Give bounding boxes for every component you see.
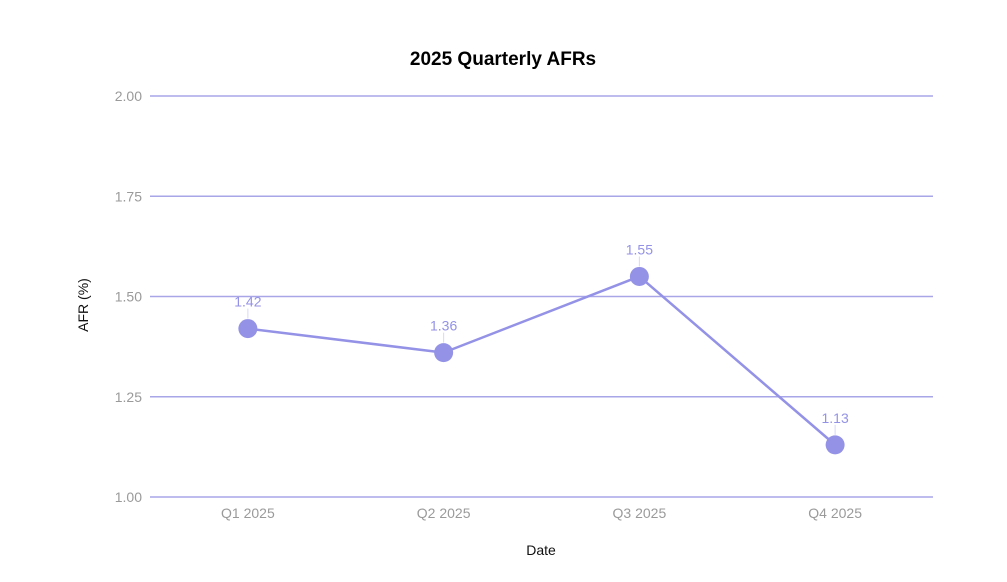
x-tick-label: Q3 2025 — [613, 505, 667, 521]
data-point — [434, 343, 454, 363]
y-tick-label: 1.00 — [115, 489, 142, 505]
gridlines — [150, 95, 933, 498]
data-label: 1.36 — [430, 318, 457, 334]
y-tick-label: 1.50 — [115, 289, 142, 305]
y-tick-label: 1.75 — [115, 188, 142, 204]
chart-title: 2025 Quarterly AFRs — [410, 49, 596, 70]
series-afr — [238, 256, 845, 455]
x-tick-label: Q1 2025 — [221, 505, 275, 521]
data-label: 1.55 — [626, 241, 653, 257]
y-tick-label: 2.00 — [115, 88, 142, 104]
series-line — [246, 275, 837, 447]
x-axis-ticks: Q1 2025 Q2 2025 Q3 2025 Q4 2025 — [221, 505, 862, 521]
data-label: 1.13 — [822, 410, 849, 426]
x-tick-label: Q2 2025 — [417, 505, 471, 521]
y-axis-ticks: 1.00 1.25 1.50 1.75 2.00 — [115, 88, 142, 505]
x-axis-title: Date — [526, 542, 556, 558]
y-tick-label: 1.25 — [115, 389, 142, 405]
data-point — [825, 435, 845, 455]
x-tick-label: Q4 2025 — [808, 505, 862, 521]
data-labels: 1.42 1.36 1.55 1.13 — [234, 241, 849, 425]
data-point — [629, 266, 649, 286]
y-axis-title: AFR (%) — [75, 278, 91, 332]
data-label: 1.42 — [234, 294, 261, 310]
data-point — [238, 319, 258, 339]
